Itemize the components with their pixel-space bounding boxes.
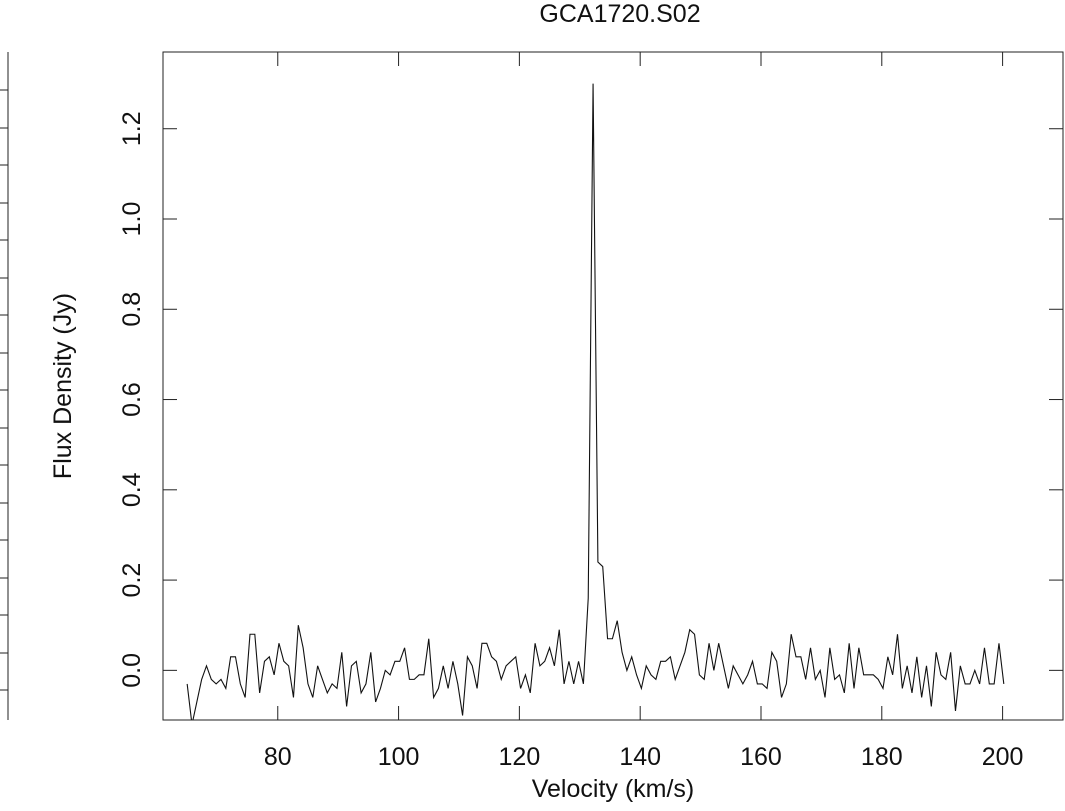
chart-title: GCA1720.S02	[539, 0, 700, 28]
y-tick-label: 1.2	[118, 111, 146, 146]
x-axis-label: Velocity (km/s)	[532, 775, 695, 803]
y-tick-label: 0.8	[118, 292, 146, 327]
x-tick-label: 120	[499, 743, 541, 771]
x-tick-label: 80	[264, 743, 292, 771]
y-tick-label: 0.0	[118, 653, 146, 688]
y-tick-label: 1.0	[118, 202, 146, 237]
x-tick-label: 160	[740, 743, 782, 771]
x-tick-label: 180	[861, 743, 903, 771]
x-tick-label: 100	[378, 743, 420, 771]
spectrum-line	[186, 83, 1005, 720]
y-tick-label: 0.6	[118, 382, 146, 417]
neighbor-plot-edge	[0, 52, 9, 720]
plot-frame	[162, 51, 1064, 721]
y-tick-label: 0.4	[118, 472, 146, 507]
y-tick-label: 0.2	[118, 563, 146, 598]
x-tick-label: 140	[619, 743, 661, 771]
x-tick-label: 200	[982, 743, 1024, 771]
y-axis-label: Flux Density (Jy)	[49, 293, 77, 479]
